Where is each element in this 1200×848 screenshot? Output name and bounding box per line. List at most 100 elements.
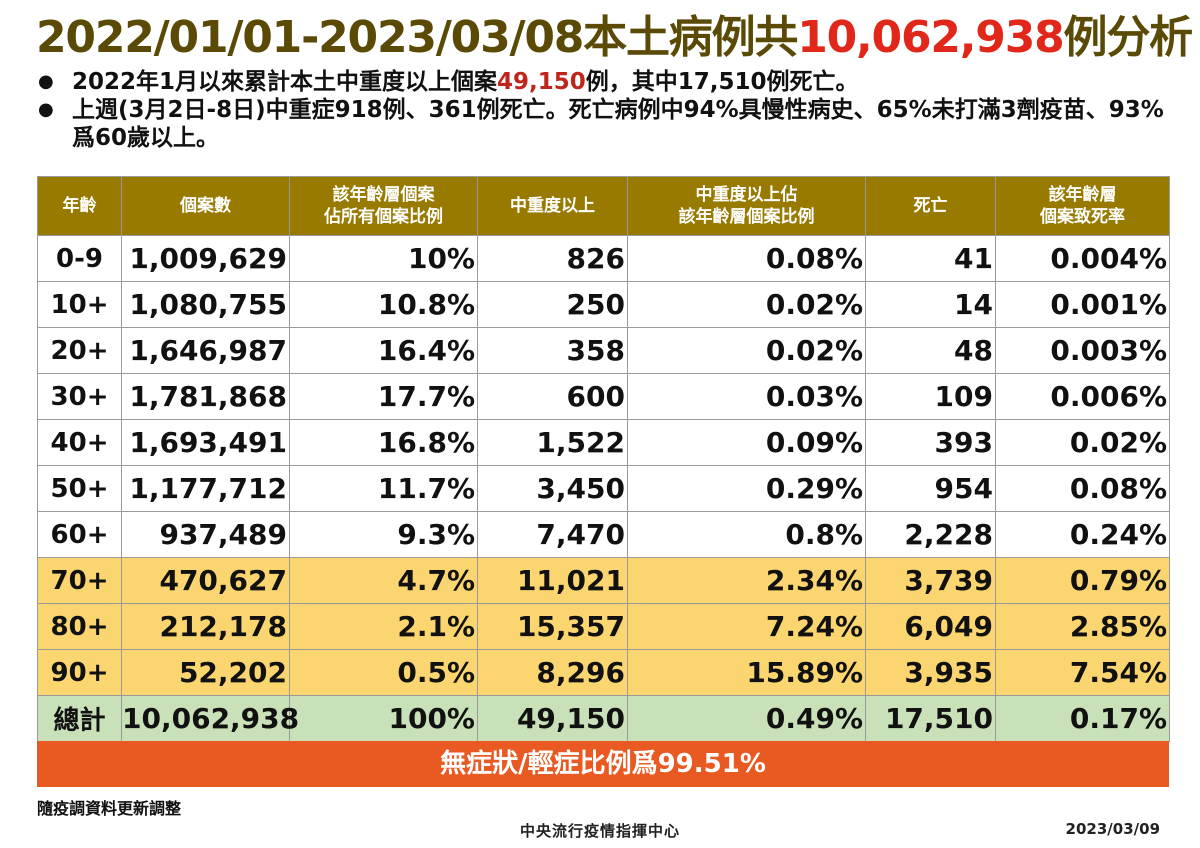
table-cell: 41 [865,235,996,282]
table-cell: 49,150 [477,695,628,742]
footer-organization: 中央流行疫情指揮中心 [519,822,680,840]
table-cell: 0.004% [995,235,1170,282]
table-cell: 0.02% [995,419,1170,466]
age-group-cell: 60+ [37,511,122,558]
table-cell: 16.8% [289,419,478,466]
bullet-item: ● 上週(3月2日-8日)中重症918例、361例死亡。死亡病例中94%具慢性病… [36,96,1186,152]
table-cell: 109 [865,373,996,420]
table-cell: 1,693,491 [121,419,290,466]
table-cell: 954 [865,465,996,512]
bullet-dot-icon: ● [38,71,54,92]
table-cell: 0.24% [995,511,1170,558]
table-cell: 3,450 [477,465,628,512]
column-header: 年齡 [37,176,122,236]
column-header: 中重度以上 [477,176,628,236]
table-header-row: 年齡 個案數 該年齡層個案 佔所有個案比例 中重度以上 中重度以上佔 該年齡層個案比例死… [37,176,1170,236]
table-cell: 14 [865,281,996,328]
table-cell: 0.001% [995,281,1170,328]
bullet-item: ● 2022年1月以來累計本土中重度以上個案49,150例，其中17,510例死… [36,68,1186,96]
table-cell: 600 [477,373,628,420]
table-cell: 2.34% [627,557,866,604]
age-group-cell: 10+ [37,281,122,328]
age-statistics-table: 年齡 個案數 該年齡層個案 佔所有個案比例 中重度以上 中重度以上佔 該年齡層個案比例死… [37,176,1170,742]
table-cell: 0.09% [627,419,866,466]
table-body: 0-9 1,009,629 10% 826 0.08% 41 0.004% 10+ 1,080,… [37,235,1170,742]
asymptomatic-banner: 無症狀/輕症比例爲99.51% [37,741,1169,787]
table-cell: 6,049 [865,603,996,650]
table-cell: 1,080,755 [121,281,290,328]
table-row: 30+ 1,781,868 17.7% 600 0.03% 109 0.006% [37,373,1170,420]
table-cell: 2.85% [995,603,1170,650]
column-header: 該年齡層個案 佔所有個案比例 [289,176,478,236]
age-group-cell: 90+ [37,649,122,696]
table-cell: 15,357 [477,603,628,650]
age-group-cell: 70+ [37,557,122,604]
table-cell: 11,021 [477,557,628,604]
title-part2: 例分析 [1063,12,1194,63]
table-cell: 2,228 [865,511,996,558]
bullet-text-highlight: 49,150 [497,69,586,95]
table-row: 90+ 52,202 0.5% 8,296 15.89% 3,935 7.54% [37,649,1170,696]
table-cell: 0.5% [289,649,478,696]
column-header: 個案數 [121,176,290,236]
age-group-cell: 20+ [37,327,122,374]
table-cell: 0.003% [995,327,1170,374]
title-highlight: 10,062,938 [797,12,1065,63]
table-cell: 1,781,868 [121,373,290,420]
table-cell: 0.08% [627,235,866,282]
table-cell: 1,522 [477,419,628,466]
table-cell: 0.03% [627,373,866,420]
table-cell: 393 [865,419,996,466]
column-header: 該年齡層 個案致死率 [995,176,1170,236]
table-row: 40+ 1,693,491 16.8% 1,522 0.09% 393 0.02% [37,419,1170,466]
table-cell: 16.4% [289,327,478,374]
table-row: 20+ 1,646,987 16.4% 358 0.02% 48 0.003% [37,327,1170,374]
age-group-cell: 50+ [37,465,122,512]
table-cell: 17,510 [865,695,996,742]
table-cell: 3,739 [865,557,996,604]
table-cell: 9.3% [289,511,478,558]
age-group-cell: 0-9 [37,235,122,282]
bullet-text-post: 例，其中17,510例死亡。 [585,69,859,95]
footnote: 隨疫調資料更新調整 [37,799,182,818]
table-cell: 7.54% [995,649,1170,696]
table-cell: 0.17% [995,695,1170,742]
table-cell: 212,178 [121,603,290,650]
table-cell: 52,202 [121,649,290,696]
table-cell: 358 [477,327,628,374]
footer-date: 2023/03/09 [1065,820,1160,838]
table-cell: 7,470 [477,511,628,558]
table-cell: 8,296 [477,649,628,696]
table-cell: 937,489 [121,511,290,558]
table-cell: 48 [865,327,996,374]
table-cell: 826 [477,235,628,282]
table-cell: 250 [477,281,628,328]
table-row: 70+ 470,627 4.7% 11,021 2.34% 3,739 0.79% [37,557,1170,604]
table-cell: 0.79% [995,557,1170,604]
bullet-dot-icon: ● [38,99,54,120]
age-group-cell: 30+ [37,373,122,420]
table-cell: 2.1% [289,603,478,650]
table-cell: 17.7% [289,373,478,420]
age-group-cell: 總計 [37,695,122,742]
table-cell: 4.7% [289,557,478,604]
page-title: 2022/01/01-2023/03/08本土病例共10,062,938例分析 [36,8,1196,68]
table-cell: 100% [289,695,478,742]
table-row: 50+ 1,177,712 11.7% 3,450 0.29% 954 0.08% [37,465,1170,512]
bullet-text: 2022年1月以來累計本土中重度以上個案49,150例，其中17,510例死亡。 [72,68,1186,96]
table-row: 0-9 1,009,629 10% 826 0.08% 41 0.004% [37,235,1170,282]
table-cell: 1,009,629 [121,235,290,282]
table-cell: 0.8% [627,511,866,558]
column-header: 死亡 [865,176,996,236]
table-row: 80+ 212,178 2.1% 15,357 7.24% 6,049 2.85% [37,603,1170,650]
table-cell: 0.49% [627,695,866,742]
bullet-list: ● 2022年1月以來累計本土中重度以上個案49,150例，其中17,510例死… [36,68,1186,152]
table-total-row: 總計 10,062,938 100% 49,150 0.49% 17,510 0.17% [37,695,1170,742]
table-cell: 10,062,938 [121,695,299,742]
table-cell: 0.02% [627,327,866,374]
table-row: 10+ 1,080,755 10.8% 250 0.02% 14 0.001% [37,281,1170,328]
table-cell: 10.8% [289,281,478,328]
table-cell: 0.006% [995,373,1170,420]
table-cell: 15.89% [627,649,866,696]
table-cell: 470,627 [121,557,290,604]
